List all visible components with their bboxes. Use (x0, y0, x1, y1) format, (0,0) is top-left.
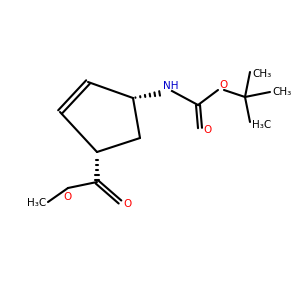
Text: CH₃: CH₃ (252, 69, 271, 79)
Text: NH: NH (163, 81, 178, 91)
Text: CH₃: CH₃ (272, 87, 291, 97)
Text: O: O (219, 80, 227, 90)
Text: H₃C: H₃C (252, 120, 271, 130)
Text: H₃C: H₃C (27, 198, 46, 208)
Text: O: O (123, 199, 131, 209)
Text: O: O (63, 192, 71, 202)
Text: O: O (203, 125, 211, 135)
